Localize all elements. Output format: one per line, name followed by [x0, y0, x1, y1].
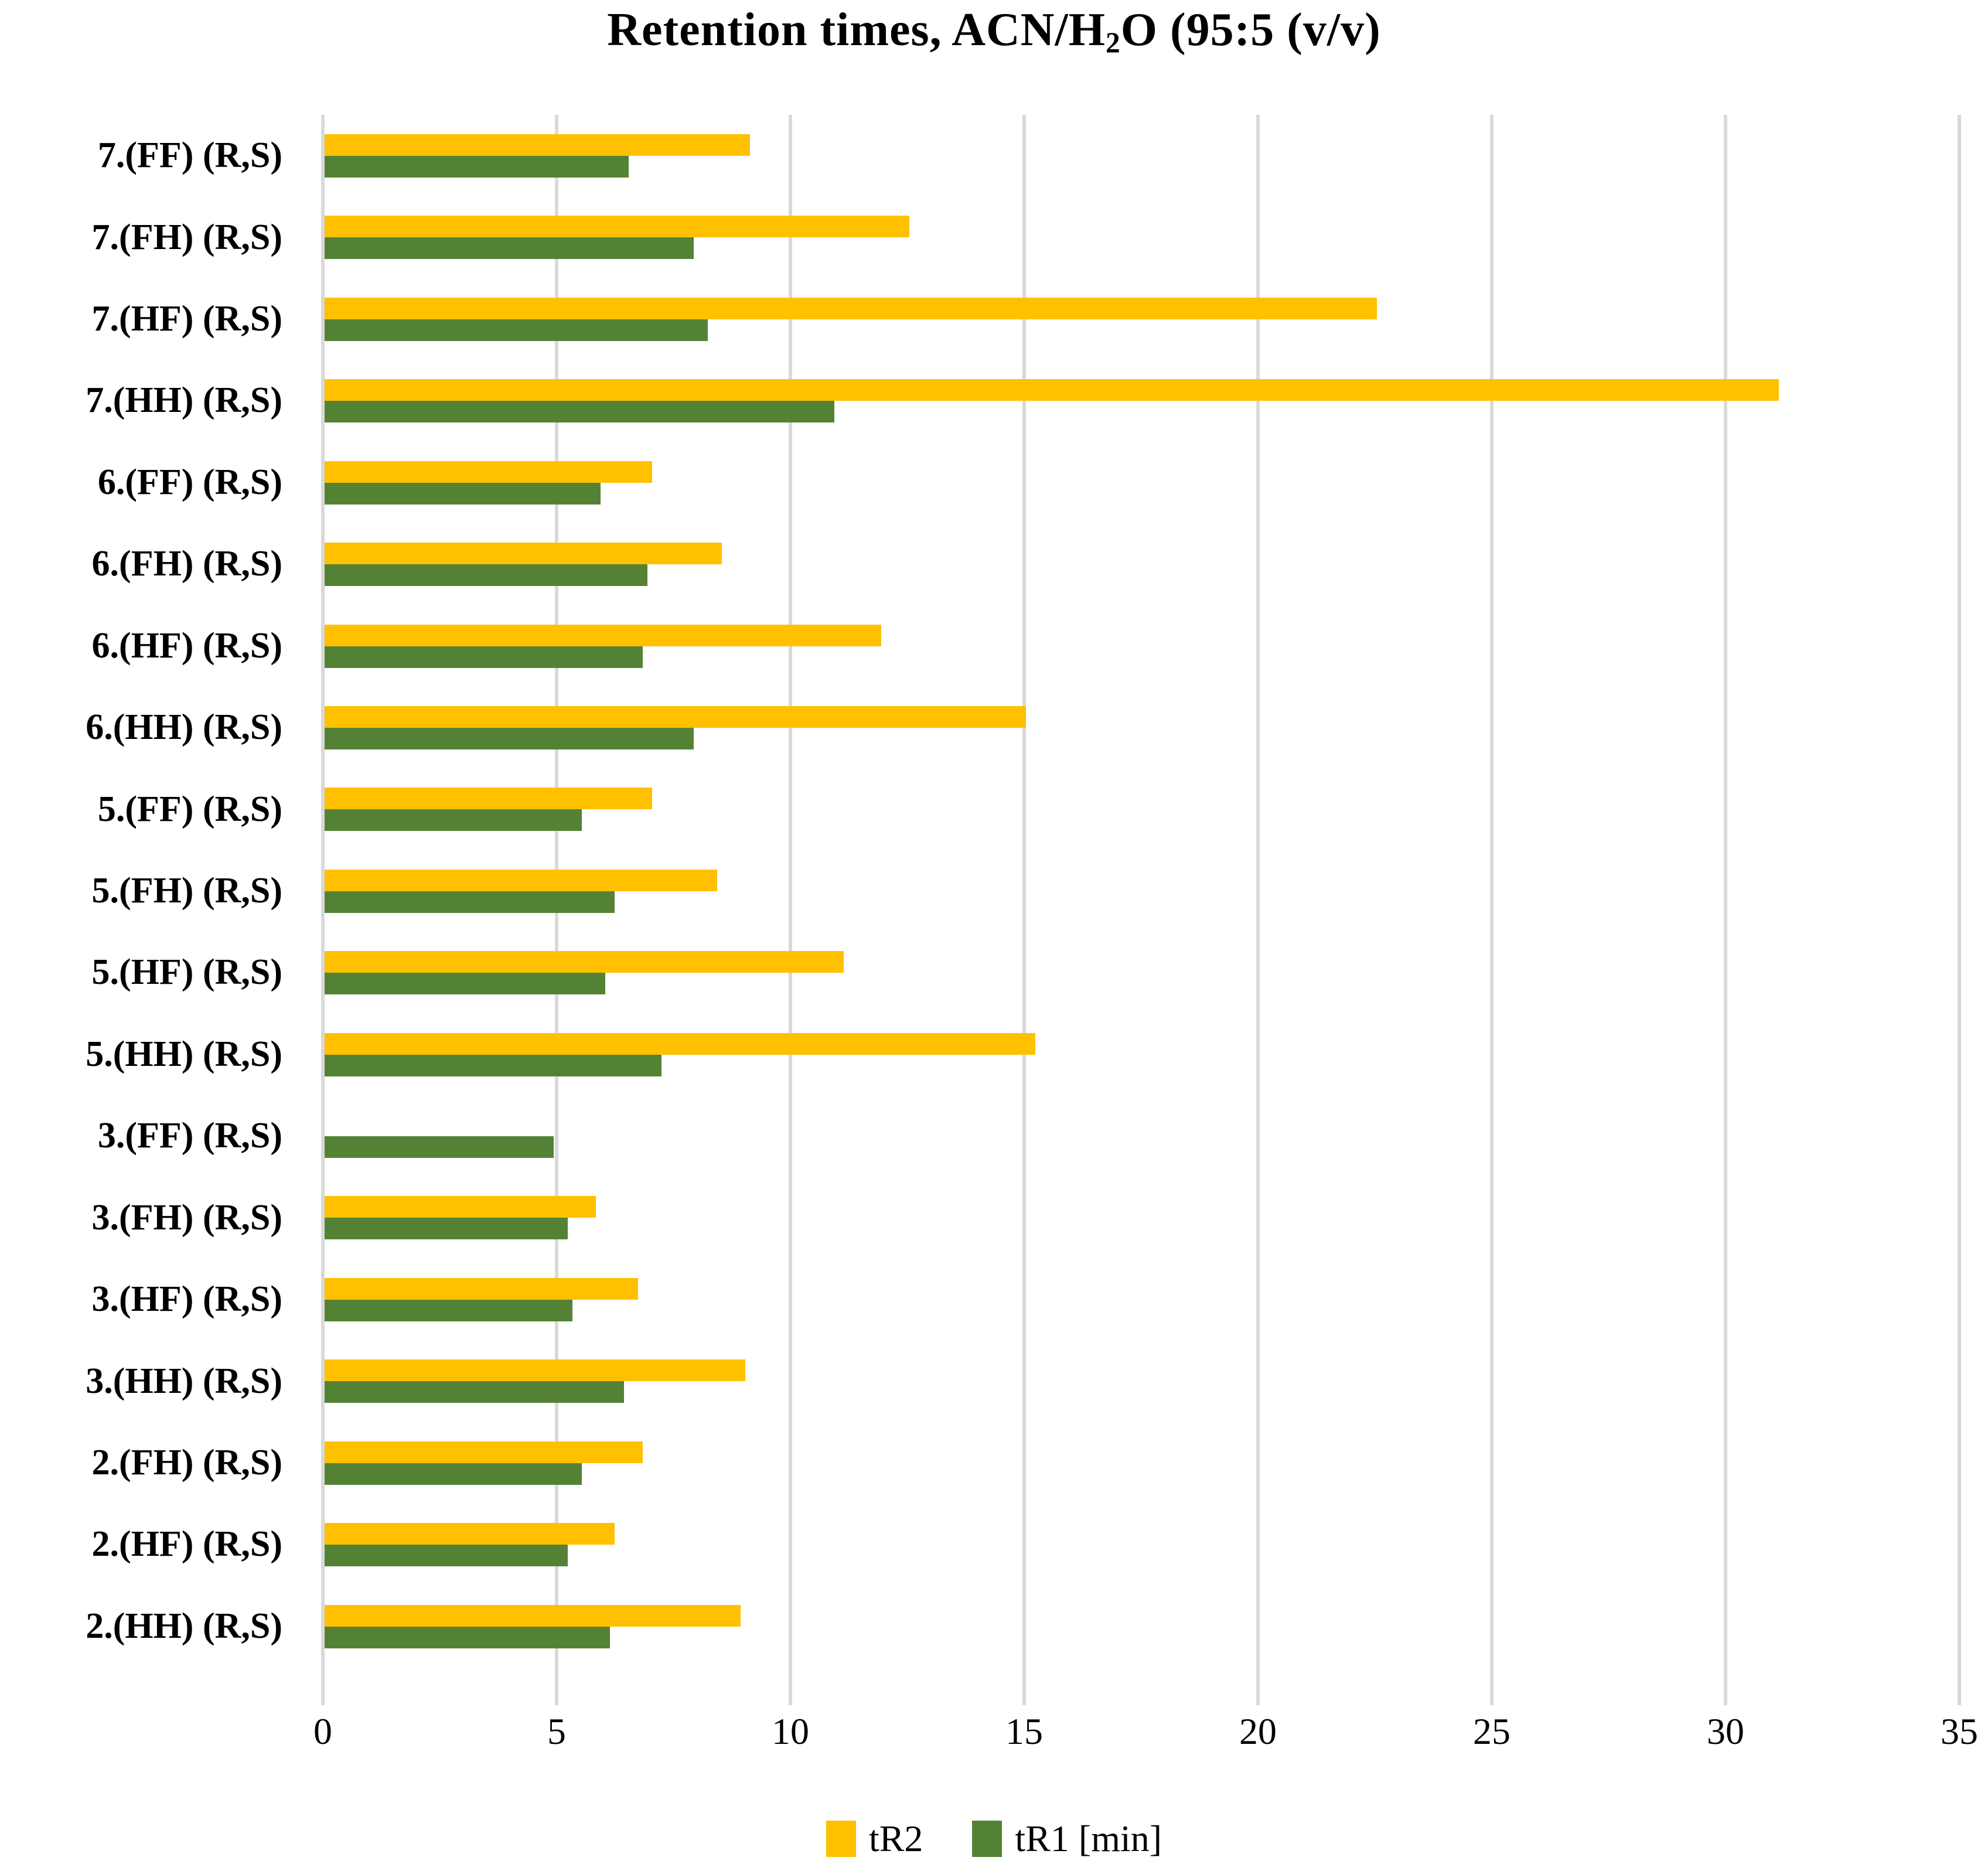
y-category-label: 2.(FH) (R,S): [91, 1442, 282, 1483]
chart-title-subscript: 2: [1105, 26, 1121, 59]
bar-tr1: [325, 156, 629, 178]
y-category-label: 7.(HF) (R,S): [91, 299, 282, 339]
y-category-label: 5.(HH) (R,S): [86, 1034, 282, 1074]
y-category-label: 2.(HH) (R,S): [86, 1606, 282, 1646]
y-category-label: 3.(FH) (R,S): [91, 1197, 282, 1238]
bar-tr2: [325, 624, 881, 646]
y-category-label: 5.(FF) (R,S): [97, 789, 282, 829]
chart-title-prefix: Retention times, ACN/H: [607, 4, 1106, 56]
bar-tr1: [325, 891, 615, 913]
bar-tr1: [325, 319, 708, 341]
x-axis-tick-label: 20: [1239, 1710, 1277, 1752]
y-category-label: 3.(HH) (R,S): [86, 1361, 282, 1401]
x-axis-tick-label: 5: [547, 1710, 566, 1752]
x-axis-tick-label: 35: [1941, 1710, 1978, 1752]
bar-tr2: [325, 1277, 638, 1300]
bar-tr2: [325, 379, 1779, 401]
y-category-label: 2.(HF) (R,S): [91, 1524, 282, 1565]
gridline-x20: [1256, 115, 1260, 1705]
legend-label-tr1: tR1 [min]: [1015, 1818, 1162, 1859]
y-category-label: 6.(FF) (R,S): [97, 462, 282, 502]
bar-tr2: [325, 297, 1377, 319]
gridline-x15: [1022, 115, 1026, 1705]
bar-tr1: [325, 646, 643, 668]
bar-tr2: [325, 134, 751, 156]
legend-swatch-tr2: [826, 1821, 856, 1857]
y-category-label: 7.(HH) (R,S): [86, 380, 282, 421]
legend-swatch-tr1: [972, 1821, 1002, 1857]
gridline-x10: [789, 115, 792, 1705]
y-category-label: 6.(HF) (R,S): [91, 625, 282, 666]
bar-tr2: [325, 869, 718, 891]
legend-item-tr2: tR2: [826, 1817, 923, 1860]
y-category-label: 3.(HF) (R,S): [91, 1279, 282, 1320]
x-axis-tick-label: 15: [1005, 1710, 1043, 1752]
bar-tr1: [325, 1299, 572, 1321]
bar-tr2: [325, 788, 652, 810]
bar-tr1: [325, 1136, 554, 1158]
x-axis-tick-label: 30: [1707, 1710, 1744, 1752]
bar-tr2: [325, 1032, 1035, 1055]
bar-tr2: [325, 1441, 643, 1463]
y-category-label: 6.(FH) (R,S): [91, 544, 282, 584]
bar-tr2: [325, 951, 844, 973]
bar-tr1: [325, 727, 694, 749]
x-axis-tick-label: 0: [313, 1710, 332, 1752]
bar-tr1: [325, 1054, 661, 1076]
bar-tr2: [325, 1523, 615, 1545]
bar-tr2: [325, 1604, 741, 1627]
bar-tr2: [325, 461, 652, 483]
chart-title: Retention times, ACN/H2O (95:5 (v/v): [0, 4, 1988, 59]
bar-tr1: [325, 809, 582, 832]
bar-tr1: [325, 1381, 624, 1403]
bar-tr1: [325, 564, 647, 587]
x-axis-tick-label: 10: [772, 1710, 809, 1752]
bar-tr2: [325, 706, 1026, 728]
y-category-label: 7.(FH) (R,S): [91, 217, 282, 257]
bar-tr1: [325, 237, 694, 260]
bar-tr1: [325, 401, 834, 423]
bar-tr1: [325, 1463, 582, 1485]
legend-label-tr2: tR2: [868, 1818, 923, 1859]
bar-tr1: [325, 1545, 568, 1567]
chart-title-suffix: O (95:5 (v/v): [1120, 4, 1381, 56]
bar-tr2: [325, 1359, 746, 1382]
bar-tr1: [325, 1626, 610, 1648]
bar-tr2: [325, 1196, 596, 1218]
y-category-label: 5.(FH) (R,S): [91, 870, 282, 911]
bar-tr2: [325, 543, 722, 565]
bar-tr1: [325, 973, 605, 995]
bar-tr1: [325, 482, 601, 505]
x-axis-tick-label: 25: [1473, 1710, 1510, 1752]
legend-item-tr1: tR1 [min]: [972, 1817, 1162, 1860]
bar-tr2: [325, 216, 909, 238]
y-category-label: 6.(HH) (R,S): [86, 707, 282, 748]
y-category-label: 7.(FF) (R,S): [97, 135, 282, 176]
gridline-x30: [1724, 115, 1727, 1705]
chart-legend: tR2 tR1 [min]: [0, 1815, 1988, 1862]
gridline-x0: [321, 115, 325, 1705]
gridline-x35: [1958, 115, 1961, 1705]
y-category-label: 3.(FF) (R,S): [97, 1116, 282, 1156]
y-category-label: 5.(HF) (R,S): [91, 952, 282, 993]
bar-tr1: [325, 1218, 568, 1240]
gridline-x25: [1490, 115, 1493, 1705]
